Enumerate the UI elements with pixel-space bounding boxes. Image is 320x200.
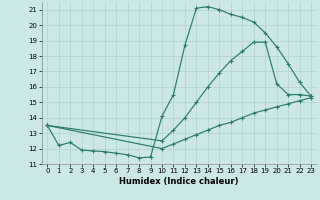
- X-axis label: Humidex (Indice chaleur): Humidex (Indice chaleur): [119, 177, 239, 186]
